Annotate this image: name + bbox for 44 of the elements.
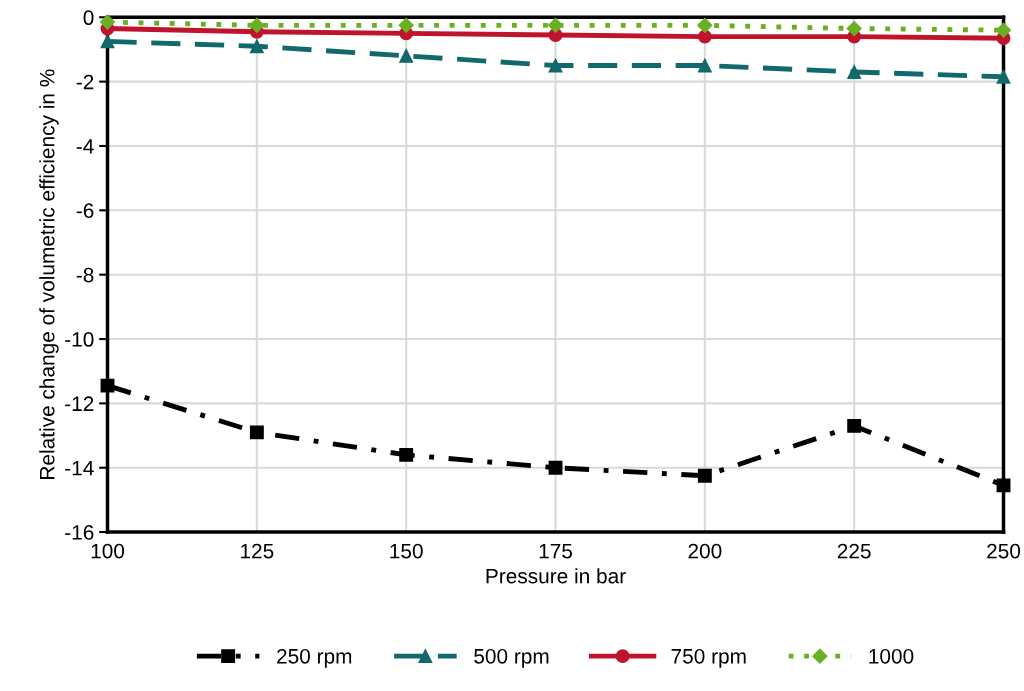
y-tick-label: -12 — [65, 396, 94, 411]
y-tick-label: 0 — [83, 10, 94, 26]
point — [847, 65, 862, 79]
point — [996, 69, 1011, 84]
y-tick-label: -16 — [65, 525, 94, 540]
x-tick-label: 100 — [91, 543, 125, 559]
point — [548, 58, 563, 73]
point — [100, 34, 115, 49]
x-tick-label: 225 — [837, 543, 871, 559]
y-tick-label: -2 — [76, 74, 94, 90]
point — [399, 48, 414, 63]
point — [847, 418, 862, 433]
point — [249, 17, 265, 33]
point — [846, 20, 862, 37]
x-tick-label: 250 — [987, 543, 1021, 559]
x-tick-label: 175 — [539, 543, 573, 559]
point — [100, 378, 115, 393]
point — [249, 39, 264, 54]
legend-label: 500 rpm — [474, 648, 549, 668]
point — [697, 29, 712, 44]
y-axis-title: Relative change of volumetric efficiency in % — [39, 69, 59, 479]
point — [398, 17, 414, 33]
y-tick-label: -8 — [76, 267, 94, 283]
point — [99, 14, 116, 30]
point — [697, 468, 712, 483]
legend-label: 1000 — [869, 648, 914, 664]
y-tick-label: -6 — [76, 203, 94, 219]
y-tick-label: -4 — [76, 139, 94, 154]
point — [547, 17, 564, 33]
x-tick-label: 200 — [688, 543, 722, 559]
y-tick-label: -14 — [65, 460, 94, 476]
x-tick-label: 150 — [390, 543, 423, 559]
point — [995, 22, 1012, 38]
point — [697, 17, 713, 33]
x-axis-title: Pressure in bar — [486, 568, 626, 584]
point — [996, 478, 1011, 493]
point — [399, 447, 414, 462]
x-tick-label: 125 — [241, 543, 274, 559]
legend-label: 750 rpm — [671, 648, 746, 668]
point — [548, 460, 563, 475]
point — [697, 58, 712, 73]
legend-label: 250 rpm — [277, 648, 352, 668]
y-tick-label: -10 — [65, 332, 94, 347]
point — [249, 425, 264, 440]
